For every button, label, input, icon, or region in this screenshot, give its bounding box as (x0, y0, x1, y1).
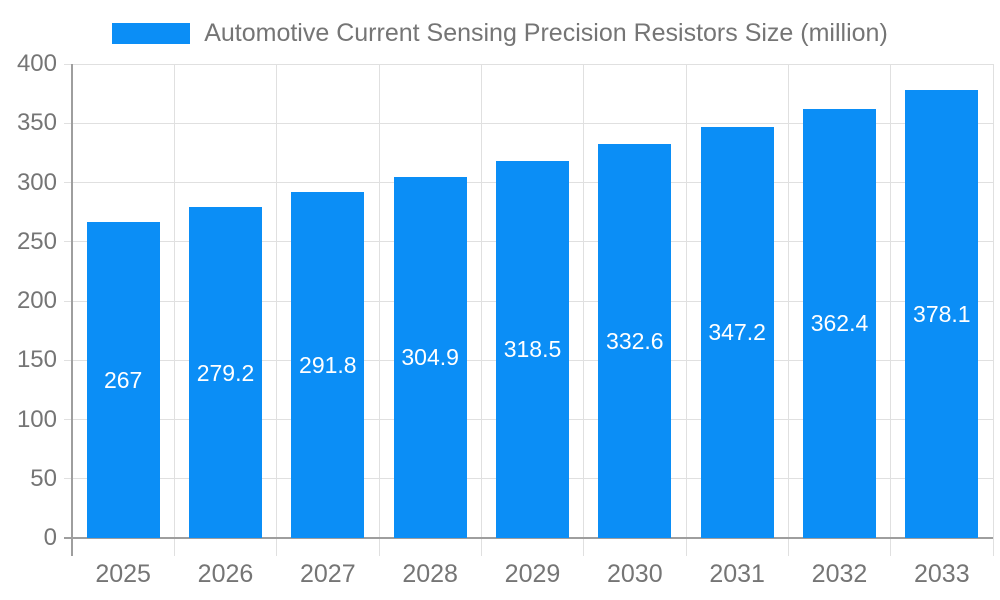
y-axis-tick-label: 50 (30, 464, 57, 492)
bar-value-label: 279.2 (196, 359, 255, 386)
v-gridline (583, 64, 585, 556)
legend-swatch (112, 22, 191, 44)
bar-value-label: 291.8 (299, 352, 357, 379)
v-gridline (992, 64, 994, 556)
legend-label: Automotive Current Sensing Precision Res… (204, 18, 888, 47)
bar-value-label: 332.6 (606, 327, 664, 354)
bar-value-label: 267 (103, 366, 143, 393)
y-axis-line (71, 64, 73, 556)
y-axis-tick-label: 300 (16, 168, 57, 196)
x-axis-tick-label: 2031 (709, 560, 765, 588)
y-axis-tick-label: 0 (43, 524, 57, 551)
chart-legend[interactable]: Automotive Current Sensing Precision Res… (0, 18, 1000, 48)
v-gridline (480, 64, 482, 556)
y-axis-tick-label: 400 (16, 50, 57, 77)
bar-value-label: 304.9 (401, 344, 459, 371)
y-axis-tick-label: 350 (16, 109, 57, 137)
v-gridline (173, 64, 175, 556)
x-axis-tick-label: 2029 (504, 560, 561, 588)
bar (393, 176, 467, 538)
bar (189, 207, 262, 538)
v-gridline (685, 64, 687, 556)
bar (496, 160, 569, 538)
x-axis-tick-label: 2028 (402, 560, 458, 588)
bar (803, 108, 876, 538)
x-axis-tick-label: 2027 (300, 560, 356, 588)
bar-value-label: 318.5 (503, 336, 562, 363)
x-axis-tick-label: 2032 (811, 560, 868, 588)
v-gridline (276, 64, 278, 556)
bar-value-label: 362.4 (810, 310, 869, 337)
x-axis-tick-label: 2025 (95, 560, 151, 588)
h-gridline (64, 63, 993, 65)
x-axis-tick-label: 2033 (914, 560, 970, 588)
bar-value-label: 378.1 (913, 300, 971, 327)
bar (700, 126, 774, 538)
v-gridline (890, 64, 892, 556)
x-axis-tick-label: 2030 (607, 560, 663, 588)
v-gridline (378, 64, 380, 556)
y-axis-tick-label: 150 (16, 346, 57, 374)
bar (905, 89, 979, 538)
x-axis-line (64, 537, 993, 539)
bar (598, 143, 672, 538)
bar (291, 192, 365, 538)
y-axis-tick-label: 250 (16, 227, 57, 255)
y-axis-tick-label: 100 (16, 405, 57, 433)
h-gridline (64, 122, 993, 124)
v-gridline (787, 64, 789, 556)
y-axis-tick-label: 200 (16, 287, 57, 314)
bar (86, 221, 160, 538)
bar-value-label: 347.2 (708, 319, 766, 346)
x-axis-tick-label: 2026 (197, 560, 254, 588)
